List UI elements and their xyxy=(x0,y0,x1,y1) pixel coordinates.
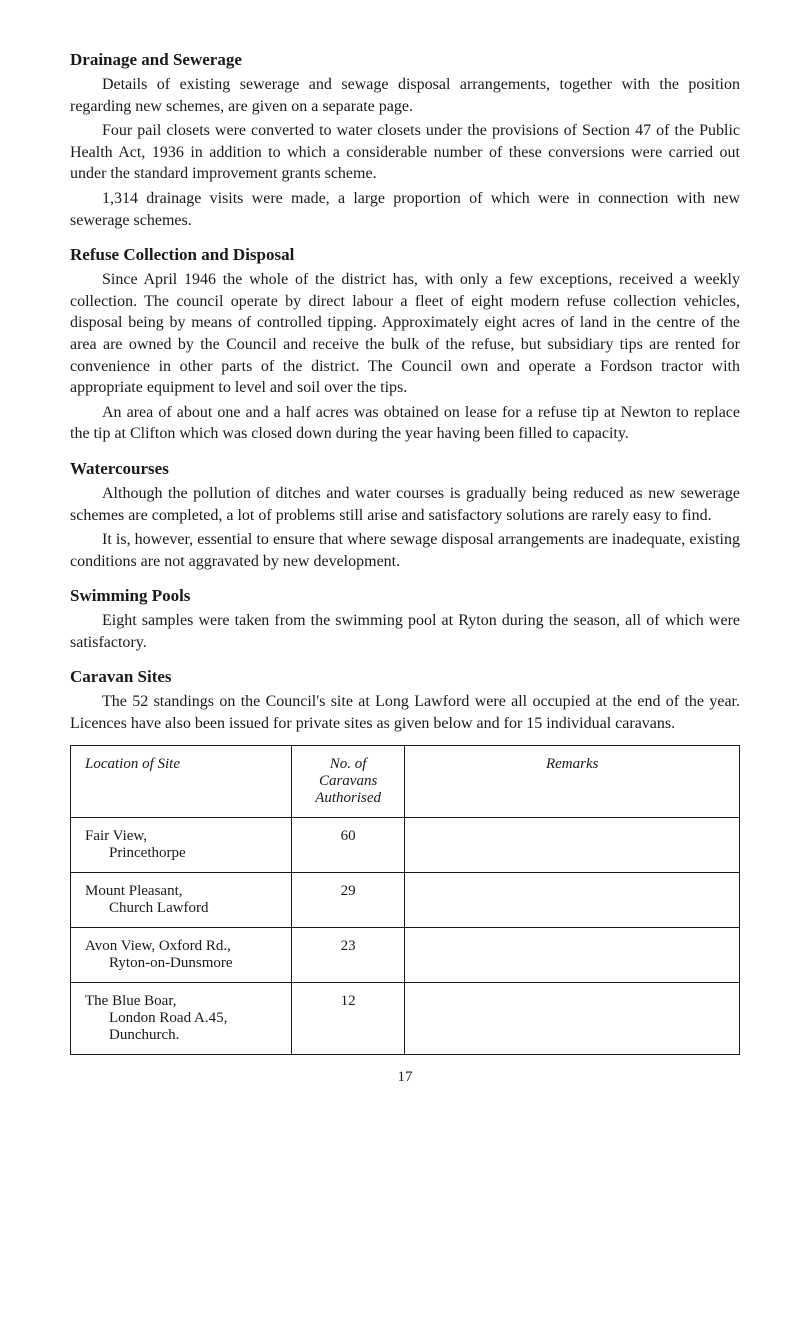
swimming-p1: Eight samples were taken from the swimmi… xyxy=(70,610,740,653)
drainage-heading: Drainage and Sewerage xyxy=(70,50,740,70)
location-line1: Fair View, xyxy=(85,828,147,844)
drainage-p2: Four pail closets were converted to wate… xyxy=(70,120,740,185)
table-row: Fair View, Princethorpe 60 xyxy=(71,817,740,872)
watercourses-section: Watercourses Although the pollution of d… xyxy=(70,459,740,572)
header-caravans-line2: Caravans xyxy=(319,773,377,789)
table-row: The Blue Boar, London Road A.45, Dunchur… xyxy=(71,982,740,1054)
table-row: Mount Pleasant, Church Lawford 29 xyxy=(71,872,740,927)
caravan-section: Caravan Sites The 52 standings on the Co… xyxy=(70,667,740,1054)
refuse-section: Refuse Collection and Disposal Since Apr… xyxy=(70,245,740,445)
location-line1: Mount Pleasant, xyxy=(85,883,183,899)
location-line3: Dunchurch. xyxy=(85,1027,277,1044)
refuse-heading: Refuse Collection and Disposal xyxy=(70,245,740,265)
location-line2: Princethorpe xyxy=(85,845,277,862)
cell-remarks xyxy=(405,872,740,927)
location-line2: Church Lawford xyxy=(85,900,277,917)
caravan-table: Location of Site No. of Caravans Authori… xyxy=(70,745,740,1055)
header-caravans-line3: Authorised xyxy=(315,790,381,806)
drainage-section: Drainage and Sewerage Details of existin… xyxy=(70,50,740,231)
location-line2: Ryton-on-Dunsmore xyxy=(85,955,277,972)
cell-location: The Blue Boar, London Road A.45, Dunchur… xyxy=(71,982,292,1054)
watercourses-p2: It is, however, essential to ensure that… xyxy=(70,529,740,572)
cell-caravans: 29 xyxy=(291,872,405,927)
cell-caravans: 12 xyxy=(291,982,405,1054)
cell-remarks xyxy=(405,982,740,1054)
header-remarks: Remarks xyxy=(405,745,740,817)
header-location: Location of Site xyxy=(71,745,292,817)
cell-caravans: 60 xyxy=(291,817,405,872)
cell-location: Mount Pleasant, Church Lawford xyxy=(71,872,292,927)
cell-caravans: 23 xyxy=(291,927,405,982)
cell-remarks xyxy=(405,817,740,872)
caravan-heading: Caravan Sites xyxy=(70,667,740,687)
drainage-p3: 1,314 drainage visits were made, a large… xyxy=(70,188,740,231)
watercourses-p1: Although the pollution of ditches and wa… xyxy=(70,483,740,526)
location-line2: London Road A.45, xyxy=(85,1010,277,1027)
drainage-p1: Details of existing sewerage and sewage … xyxy=(70,74,740,117)
cell-remarks xyxy=(405,927,740,982)
watercourses-heading: Watercourses xyxy=(70,459,740,479)
table-row: Avon View, Oxford Rd., Ryton-on-Dunsmore… xyxy=(71,927,740,982)
table-header-row: Location of Site No. of Caravans Authori… xyxy=(71,745,740,817)
refuse-p1: Since April 1946 the whole of the distri… xyxy=(70,269,740,399)
page-number: 17 xyxy=(70,1069,740,1086)
cell-location: Avon View, Oxford Rd., Ryton-on-Dunsmore xyxy=(71,927,292,982)
location-line1: The Blue Boar, xyxy=(85,993,176,1009)
cell-location: Fair View, Princethorpe xyxy=(71,817,292,872)
header-caravans: No. of Caravans Authorised xyxy=(291,745,405,817)
swimming-heading: Swimming Pools xyxy=(70,586,740,606)
swimming-section: Swimming Pools Eight samples were taken … xyxy=(70,586,740,653)
refuse-p2: An area of about one and a half acres wa… xyxy=(70,402,740,445)
location-line1: Avon View, Oxford Rd., xyxy=(85,938,231,954)
header-caravans-line1: No. of xyxy=(330,756,367,772)
caravan-p1: The 52 standings on the Council's site a… xyxy=(70,691,740,734)
